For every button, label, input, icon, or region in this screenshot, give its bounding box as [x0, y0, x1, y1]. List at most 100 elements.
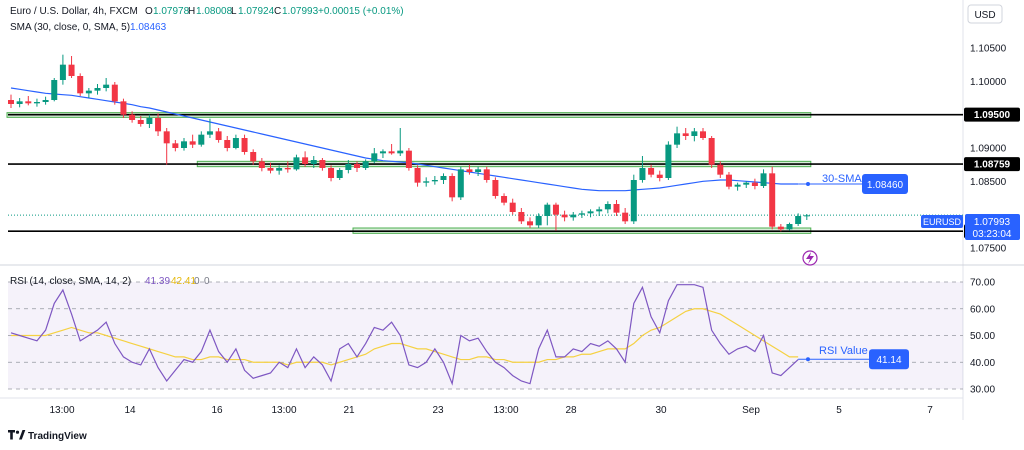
candle-body-81: [708, 138, 715, 165]
rsi-tick-2: 50.00: [970, 331, 995, 342]
candle-body-16: [146, 118, 153, 124]
candle-body-69: [604, 204, 611, 210]
rsi-legend-extra-2: 0: [204, 276, 210, 287]
symbol-tag: [921, 215, 963, 228]
candle-body-75: [656, 174, 663, 178]
candle-body-61: [535, 216, 542, 226]
candle-body-70: [613, 204, 620, 213]
candle-body-92: [803, 215, 810, 217]
candle-body-11: [103, 84, 110, 88]
candle-body-18: [163, 131, 170, 144]
time-tick-7: 28: [565, 405, 577, 416]
candle-body-58: [509, 202, 516, 212]
candle-body-2: [25, 101, 32, 104]
level-tag-1: [964, 157, 1020, 172]
candle-body-48: [423, 181, 430, 183]
rsi-value-tag-label: 41.14: [876, 355, 901, 366]
candle-body-57: [501, 196, 508, 203]
candle-body-35: [310, 160, 317, 164]
candle-body-46: [405, 150, 412, 168]
candle-body-79: [691, 131, 698, 136]
symbol-title[interactable]: Euro / U.S. Dollar, 4h, FXCM: [10, 6, 138, 17]
price-tick-3: 1.09000: [970, 144, 1007, 155]
high-value: 1.08008: [196, 6, 233, 17]
candle-body-29: [258, 161, 265, 168]
candle-body-76: [665, 144, 672, 178]
sma-legend-label[interactable]: SMA (30, close, 0, SMA, 5): [10, 22, 130, 33]
candle-body-80: [700, 131, 706, 138]
level-tag-label-1: 1.08759: [974, 160, 1011, 171]
candle-body-56: [492, 180, 499, 196]
candle-body-84: [734, 184, 741, 187]
candle-body-9: [85, 90, 92, 94]
candle-body-1: [16, 101, 23, 104]
rsi-legend-extra-1: 0: [194, 276, 200, 287]
currency-button[interactable]: [967, 4, 1003, 24]
rsi-tick-0: 70.00: [970, 278, 995, 289]
candle-body-71: [622, 212, 629, 222]
time-tick-11: 7: [927, 405, 933, 416]
candle-body-78: [682, 133, 689, 136]
candle-body-13: [120, 101, 127, 115]
rsi-tick-1: 60.00: [970, 304, 995, 315]
lightning-icon[interactable]: [802, 250, 818, 266]
rsi-tick-4: 30.00: [970, 385, 995, 396]
rsi-layer: [8, 281, 963, 390]
candle-body-30: [267, 168, 274, 171]
price-tick-0: 1.10500: [970, 44, 1007, 55]
candle-body-59: [518, 212, 525, 222]
candles-layer: [8, 54, 810, 232]
candle-body-36: [319, 160, 326, 168]
candle-body-26: [232, 138, 239, 148]
candle-body-53: [466, 169, 473, 172]
high-label: H: [188, 6, 195, 17]
close-label: C: [274, 6, 281, 17]
price-tick-9: 1.07500: [970, 244, 1007, 255]
rsi-annotation-label: RSI Value: [819, 345, 868, 357]
candle-body-20: [181, 141, 187, 148]
candle-body-19: [172, 143, 179, 148]
candle-body-22: [198, 134, 205, 145]
candle-body-67: [587, 211, 594, 214]
sma-legend-value: 1.08463: [130, 22, 167, 33]
rsi-line: [10, 284, 799, 386]
candle-body-34: [302, 157, 309, 164]
rsi-legend-label[interactable]: RSI (14, close, SMA, 14, 2): [10, 276, 131, 287]
candle-body-43: [379, 151, 386, 154]
sma-pointer-dot: [806, 182, 810, 186]
rsi-sma-line: [11, 308, 799, 366]
candle-body-40: [354, 164, 360, 168]
level-tag-0: [964, 107, 1020, 122]
candle-body-4: [42, 100, 49, 102]
price-tick-1: 1.10000: [970, 77, 1007, 88]
candle-body-74: [648, 168, 655, 175]
rsi-tick-3: 40.00: [970, 358, 995, 369]
candle-body-0: [8, 100, 14, 104]
current-price-tag: [965, 214, 1020, 240]
candle-body-64: [561, 214, 568, 218]
rsi-legend-value: 41.39: [145, 276, 170, 287]
candle-body-66: [578, 213, 585, 215]
currency-button-label: USD: [974, 10, 995, 21]
candle-body-54: [475, 169, 482, 172]
level-tag-label-0: 1.09500: [974, 110, 1011, 121]
candle-body-6: [59, 64, 66, 80]
tradingview-brand[interactable]: TradingView: [28, 431, 87, 442]
time-tick-6: 13:00: [493, 405, 518, 416]
candle-body-14: [129, 114, 136, 120]
candle-body-63: [552, 204, 559, 215]
open-label: O: [145, 6, 153, 17]
candle-body-21: [189, 141, 196, 145]
candle-body-39: [345, 164, 352, 170]
candle-body-5: [51, 80, 58, 100]
time-tick-10: 5: [836, 405, 842, 416]
candle-body-3: [33, 102, 40, 104]
candle-body-73: [639, 168, 646, 180]
time-tick-9: Sep: [742, 405, 760, 416]
rsi-pointer-dot: [806, 357, 810, 362]
time-tick-3: 13:00: [271, 405, 296, 416]
sma-value-tag: [862, 174, 908, 194]
candle-body-89: [777, 226, 784, 230]
candle-body-91: [795, 216, 802, 224]
